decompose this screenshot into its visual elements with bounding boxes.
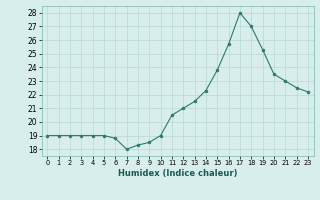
X-axis label: Humidex (Indice chaleur): Humidex (Indice chaleur) bbox=[118, 169, 237, 178]
